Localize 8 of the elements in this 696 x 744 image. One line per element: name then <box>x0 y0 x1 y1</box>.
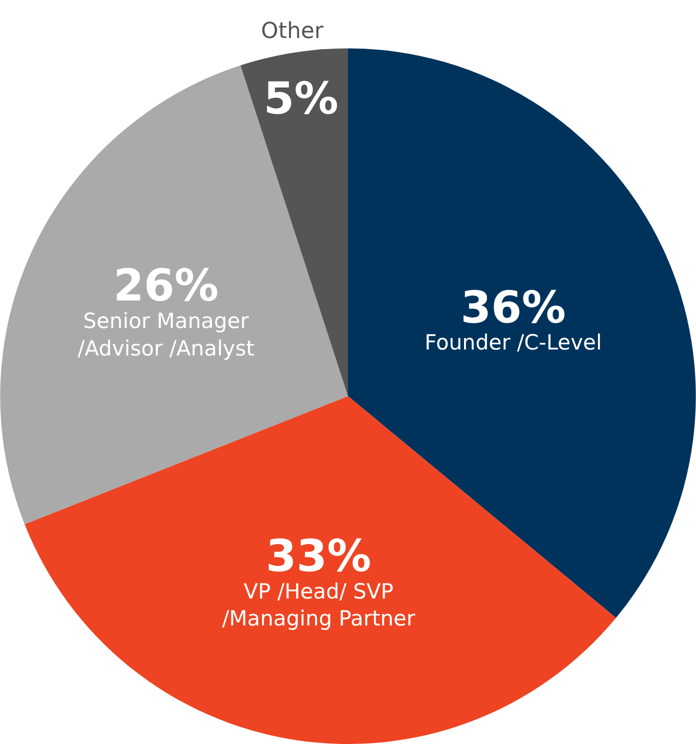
data-label: 5% <box>264 74 338 125</box>
pie-slice <box>0 65 348 524</box>
slice-label: Other <box>261 19 324 44</box>
pie-slice <box>24 396 616 744</box>
data-label: 26% <box>113 260 219 312</box>
data-label: 36% <box>460 282 566 334</box>
slice-label: Senior Manager /Advisor /Analyst <box>78 309 254 360</box>
slice-label: Founder /C-Level <box>424 330 602 355</box>
